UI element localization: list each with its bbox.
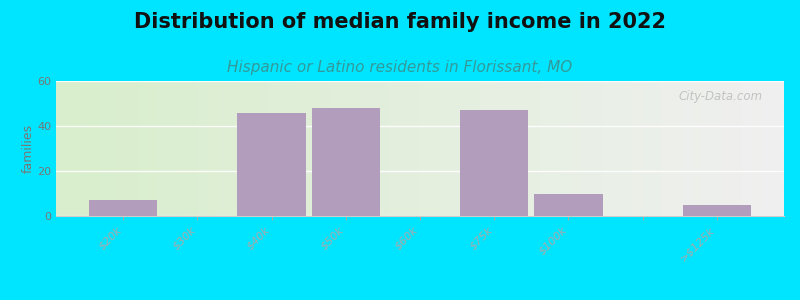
Bar <box>312 108 380 216</box>
Text: Distribution of median family income in 2022: Distribution of median family income in … <box>134 12 666 32</box>
Text: City-Data.com: City-Data.com <box>678 90 762 104</box>
Text: Hispanic or Latino residents in Florissant, MO: Hispanic or Latino residents in Florissa… <box>227 60 573 75</box>
Bar <box>682 205 751 216</box>
Bar <box>460 110 528 216</box>
Bar <box>534 194 602 216</box>
Bar <box>89 200 158 216</box>
Bar <box>238 112 306 216</box>
Y-axis label: families: families <box>22 124 34 173</box>
